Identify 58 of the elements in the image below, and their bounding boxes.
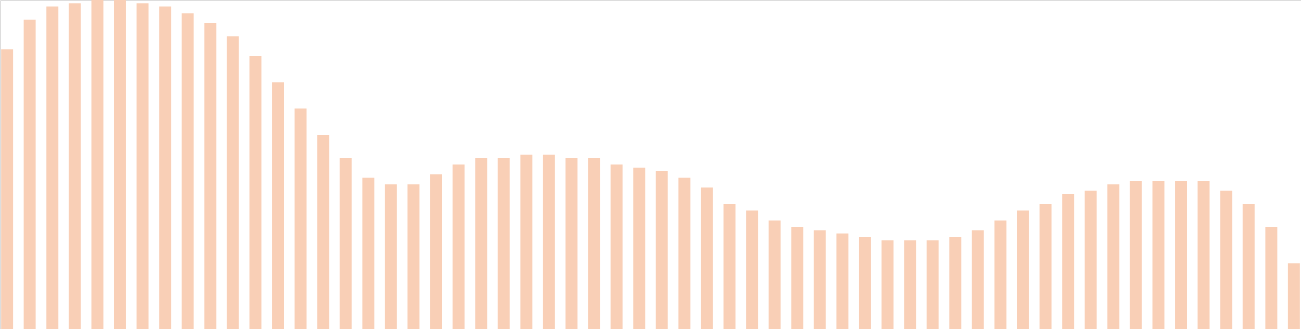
bar xyxy=(542,154,555,329)
bar xyxy=(904,240,917,329)
bar xyxy=(791,227,804,329)
bar xyxy=(407,184,420,329)
bar xyxy=(1220,190,1233,329)
bar xyxy=(1242,203,1255,329)
bar xyxy=(768,220,781,329)
bar xyxy=(114,0,126,329)
bar xyxy=(226,36,239,329)
bar xyxy=(700,187,713,329)
bar xyxy=(23,19,36,329)
bar xyxy=(1129,180,1142,329)
bar xyxy=(1084,190,1097,329)
bar xyxy=(1062,194,1075,329)
bar xyxy=(723,203,736,329)
bar xyxy=(68,3,81,329)
bar xyxy=(1152,180,1165,329)
bar xyxy=(1039,203,1052,329)
bar xyxy=(836,233,849,329)
bar xyxy=(926,240,939,329)
bar xyxy=(1197,180,1210,329)
bar xyxy=(430,174,443,329)
bar xyxy=(317,134,330,329)
bar xyxy=(1175,180,1187,329)
bar xyxy=(565,157,578,329)
bar xyxy=(655,171,668,329)
bar xyxy=(294,108,307,329)
bar xyxy=(678,177,691,329)
bar xyxy=(858,236,871,329)
bar xyxy=(46,6,59,329)
bar xyxy=(881,240,894,329)
bar xyxy=(339,157,352,329)
bar xyxy=(520,154,533,329)
bar xyxy=(362,177,375,329)
bar xyxy=(91,0,104,329)
bar xyxy=(249,55,262,329)
bar xyxy=(588,157,601,329)
bar xyxy=(949,236,962,329)
bar xyxy=(746,210,759,329)
bar xyxy=(994,220,1007,329)
bar xyxy=(610,164,623,329)
bar xyxy=(633,167,646,329)
bar xyxy=(1107,184,1120,329)
bar xyxy=(159,6,172,329)
bar xyxy=(136,3,149,329)
bar xyxy=(181,13,194,329)
bar xyxy=(1017,210,1029,329)
bar xyxy=(971,230,984,329)
bar xyxy=(452,164,465,329)
bar xyxy=(497,157,510,329)
bar xyxy=(204,23,217,329)
bar xyxy=(475,157,488,329)
bar xyxy=(384,184,397,329)
bar xyxy=(1265,227,1278,329)
bar xyxy=(1287,263,1300,329)
bar xyxy=(813,230,826,329)
bar xyxy=(272,82,284,329)
bar xyxy=(1,49,14,329)
